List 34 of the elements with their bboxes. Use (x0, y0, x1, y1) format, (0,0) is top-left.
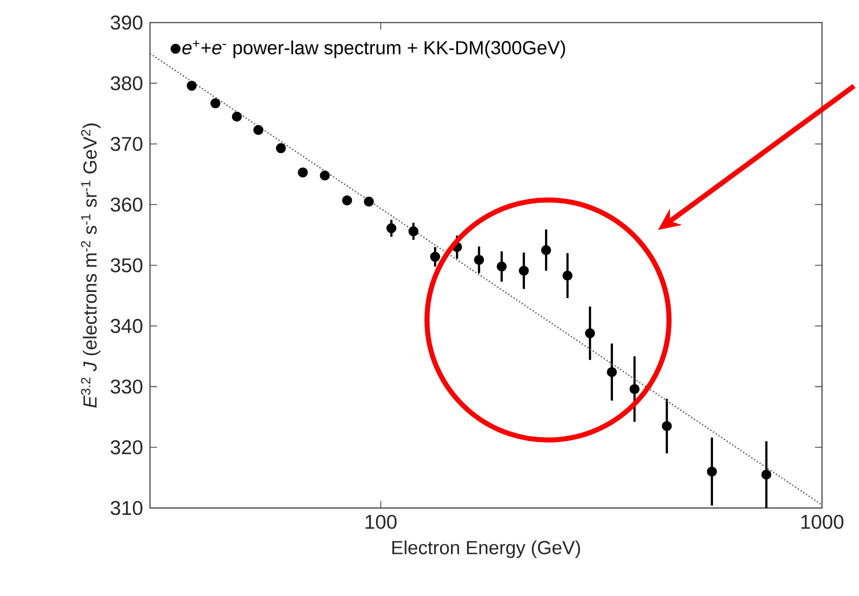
point (562, 270, 573, 281)
y-tick-label: 370 (110, 136, 142, 151)
text: E$^{3.2}$ J (electrons m$^{-2}$ s$^{-1}$ sr$^{-1}$ GeV$^{2}$) (81, 124, 100, 408)
y-tick-label: 360 (110, 198, 142, 212)
point (276, 143, 286, 154)
point (342, 195, 352, 206)
point (186, 80, 197, 91)
y-tick-label: 310 (110, 500, 142, 516)
point (320, 170, 330, 180)
y-tick-label: 320 (110, 440, 142, 454)
point (386, 223, 396, 234)
point (584, 328, 595, 338)
point (364, 196, 374, 207)
x-tick-label: 100 (366, 514, 397, 529)
point (430, 252, 440, 262)
y-tick-label: 330 (110, 380, 142, 394)
point (298, 167, 308, 178)
x-axis-title: Electron Energy (GeV) (392, 540, 580, 558)
point (210, 98, 220, 108)
x-tick-label: 1000 (801, 514, 844, 529)
point (630, 384, 640, 394)
point (606, 367, 617, 378)
point (496, 262, 507, 272)
point (408, 226, 418, 236)
legend-label: e$^{+}$+e$^{-}$ power-law spectrum + KK-DM(300GeV) (182, 40, 566, 58)
y-tick-label: 340 (110, 318, 142, 334)
y-tick-label: 380 (110, 76, 142, 90)
y-tick-label: 350 (110, 258, 142, 272)
point (232, 112, 242, 122)
point (474, 254, 484, 265)
point (253, 124, 264, 135)
y-tick-label: 390 (110, 16, 142, 30)
point (518, 266, 529, 276)
point (541, 245, 552, 256)
